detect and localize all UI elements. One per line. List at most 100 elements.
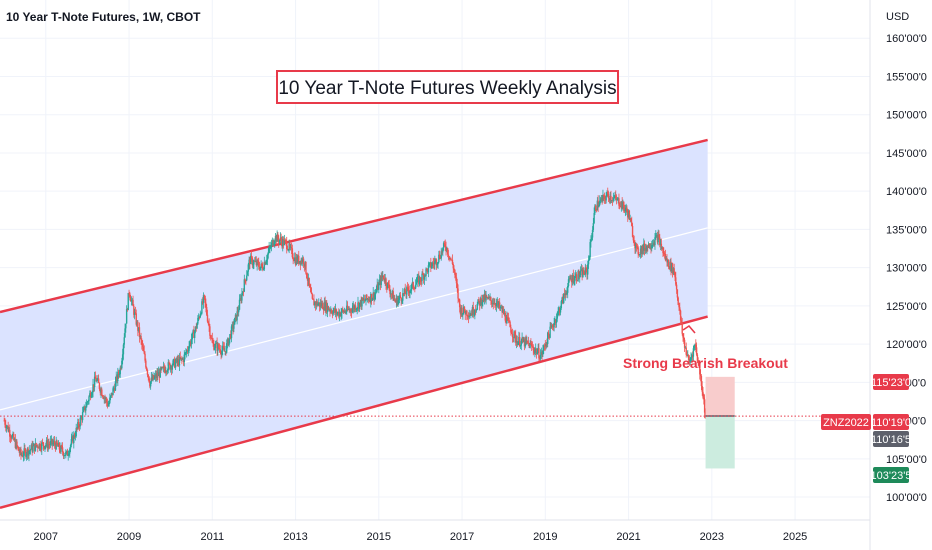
candle-body-14[interactable] bbox=[14, 439, 17, 448]
candle-body-735[interactable] bbox=[591, 229, 594, 238]
candle-body-552[interactable] bbox=[445, 247, 447, 251]
candle-body-211[interactable] bbox=[172, 360, 174, 366]
candle-body-817[interactable] bbox=[657, 234, 659, 243]
candle-body-810[interactable] bbox=[651, 244, 654, 246]
candle-body-213[interactable] bbox=[173, 358, 176, 368]
candle-body-778[interactable] bbox=[626, 207, 628, 212]
candle-body-621[interactable] bbox=[500, 306, 502, 308]
candle-body-556[interactable] bbox=[448, 256, 450, 259]
candle-body-316[interactable] bbox=[256, 260, 258, 266]
candle-body-830[interactable] bbox=[667, 260, 670, 267]
candle-body-89[interactable] bbox=[74, 436, 77, 438]
candle-body-55[interactable] bbox=[47, 444, 49, 448]
candle-body-841[interactable] bbox=[676, 289, 679, 298]
candle-body-208[interactable] bbox=[169, 366, 172, 370]
candle-body-517[interactable] bbox=[417, 276, 419, 278]
candle-body-849[interactable] bbox=[683, 337, 685, 340]
candle-body-369[interactable] bbox=[298, 261, 301, 264]
candle-body-191[interactable] bbox=[156, 373, 158, 378]
candle-body-792[interactable] bbox=[637, 247, 639, 255]
candle-body-167[interactable] bbox=[137, 321, 139, 331]
candle-body-34[interactable] bbox=[30, 444, 33, 450]
candle-body-600[interactable] bbox=[483, 293, 486, 301]
candle-body-337[interactable] bbox=[273, 243, 275, 246]
candle-body-346[interactable] bbox=[280, 237, 282, 242]
candle-body-788[interactable] bbox=[634, 242, 636, 249]
candle-body-612[interactable] bbox=[493, 302, 495, 305]
candle-body-423[interactable] bbox=[342, 309, 344, 311]
candle-body-582[interactable] bbox=[469, 315, 471, 317]
candle-body-537[interactable] bbox=[433, 263, 435, 265]
candle-body-611[interactable] bbox=[492, 303, 494, 305]
position-tool[interactable] bbox=[0, 376, 870, 469]
candle-body-483[interactable] bbox=[390, 293, 392, 295]
candle-body-856[interactable] bbox=[688, 360, 691, 363]
candle-body-694[interactable] bbox=[559, 308, 561, 313]
candle-body-787[interactable] bbox=[633, 240, 635, 243]
candle-body-165[interactable] bbox=[135, 313, 137, 325]
candle-body-278[interactable] bbox=[226, 343, 228, 353]
candle-body-661[interactable] bbox=[532, 346, 535, 351]
candle-body-301[interactable] bbox=[244, 279, 246, 281]
candle-body-808[interactable] bbox=[650, 247, 652, 249]
candle-body-279[interactable] bbox=[226, 338, 229, 344]
candle-body-150[interactable] bbox=[123, 337, 125, 345]
candle-body-290[interactable] bbox=[235, 314, 238, 321]
candle-body-471[interactable] bbox=[380, 275, 382, 285]
candle-body-449[interactable] bbox=[362, 299, 365, 301]
candle-body-19[interactable] bbox=[18, 450, 21, 453]
candle-body-260[interactable] bbox=[211, 338, 213, 343]
candle-body-499[interactable] bbox=[402, 293, 405, 294]
candle-body-628[interactable] bbox=[506, 317, 508, 324]
candle-body-265[interactable] bbox=[215, 342, 217, 344]
candle-body-451[interactable] bbox=[364, 300, 366, 302]
candle-body-542[interactable] bbox=[437, 261, 439, 265]
candle-body-823[interactable] bbox=[662, 246, 664, 254]
candle-body-97[interactable] bbox=[81, 417, 83, 421]
candle-body-177[interactable] bbox=[145, 360, 147, 368]
candle-body-655[interactable] bbox=[527, 342, 530, 344]
candle-body-257[interactable] bbox=[209, 326, 211, 336]
candle-body-854[interactable] bbox=[687, 355, 689, 357]
candle-body-467[interactable] bbox=[377, 284, 379, 290]
candle-body-701[interactable] bbox=[564, 293, 567, 296]
candle-body-66[interactable] bbox=[56, 440, 58, 445]
candle-body-374[interactable] bbox=[302, 258, 305, 264]
candle-body-744[interactable] bbox=[599, 200, 601, 206]
candle-body-547[interactable] bbox=[441, 251, 443, 253]
candle-body-289[interactable] bbox=[234, 314, 237, 318]
candle-body-320[interactable] bbox=[259, 266, 262, 270]
candle-body-852[interactable] bbox=[685, 347, 687, 355]
candle-body-675[interactable] bbox=[543, 345, 546, 347]
candle-body-336[interactable] bbox=[272, 240, 274, 246]
candle-body-233[interactable] bbox=[189, 341, 192, 345]
candle-body-593[interactable] bbox=[478, 299, 480, 302]
candle-body-752[interactable] bbox=[605, 196, 607, 201]
candle-body-566[interactable] bbox=[456, 283, 458, 289]
candle-body-653[interactable] bbox=[526, 340, 528, 342]
candle-body-659[interactable] bbox=[531, 343, 533, 347]
candle-body-804[interactable] bbox=[647, 245, 649, 248]
candle-body-626[interactable] bbox=[504, 312, 506, 321]
candle-body-484[interactable] bbox=[390, 293, 393, 295]
time-axis[interactable]: 2007 2009 2011 2013 2015 2017 2019 2021 2023 2025 bbox=[34, 531, 808, 543]
candle-body-43[interactable] bbox=[37, 447, 40, 449]
candle-body-348[interactable] bbox=[282, 238, 284, 247]
candle-body-847[interactable] bbox=[681, 322, 683, 334]
candle-body-111[interactable] bbox=[92, 384, 94, 393]
candle-body-129[interactable] bbox=[106, 402, 109, 407]
candle-body-742[interactable] bbox=[597, 200, 599, 207]
candle-body-652[interactable] bbox=[525, 338, 527, 342]
candle-body-768[interactable] bbox=[618, 198, 620, 206]
candle-body-315[interactable] bbox=[255, 260, 258, 266]
candle-body-569[interactable] bbox=[458, 299, 461, 308]
candle-body-240[interactable] bbox=[195, 326, 197, 329]
candle-body-139[interactable] bbox=[114, 381, 117, 391]
candle-body-75[interactable] bbox=[63, 455, 65, 457]
candle-body-27[interactable] bbox=[25, 450, 27, 457]
candle-body-144[interactable] bbox=[118, 374, 121, 376]
candle-body-121[interactable] bbox=[100, 389, 102, 393]
candle-body-298[interactable] bbox=[242, 291, 244, 294]
candle-body-248[interactable] bbox=[201, 301, 204, 304]
candle-body-837[interactable] bbox=[673, 268, 675, 273]
